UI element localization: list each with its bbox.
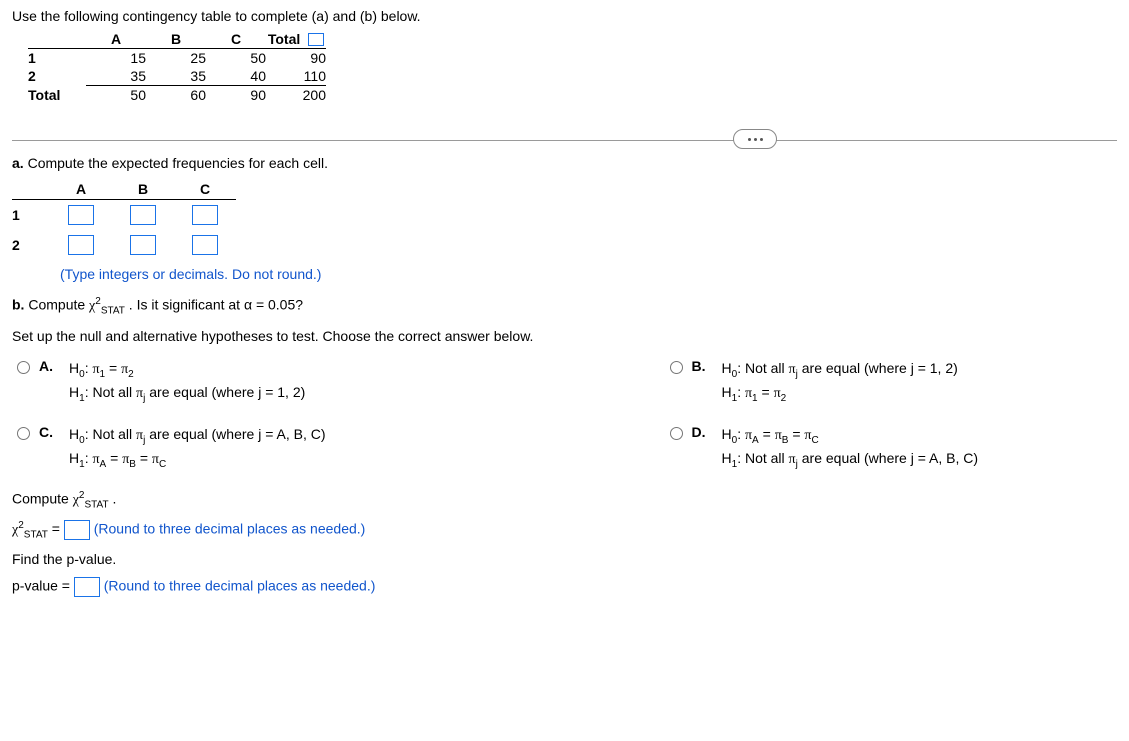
table-row: 2 35 35 40 110 (28, 67, 326, 86)
efq-input-2b[interactable] (130, 235, 156, 255)
efq-input-1c[interactable] (192, 205, 218, 225)
intro-text: Use the following contingency table to c… (12, 8, 1117, 24)
pvalue-input[interactable] (74, 577, 100, 597)
contingency-table: A B C Total 1 15 25 50 90 2 35 35 40 110… (28, 30, 326, 104)
choice-a[interactable]: A. H0: π1 = π2 H1: Not all πj are equal … (12, 358, 465, 406)
radio-a[interactable] (17, 361, 30, 374)
part-a-label: a. a. Compute the expected frequencies f… (12, 155, 1117, 171)
radio-c[interactable] (17, 427, 30, 440)
hypothesis-prompt: Set up the null and alternative hypothes… (12, 328, 1117, 344)
pvalue-line: p-value = (Round to three decimal places… (12, 577, 1117, 597)
radio-b[interactable] (670, 361, 683, 374)
compute-chi-label: Compute χ2STAT . (12, 490, 1117, 510)
efq-col-a: A (50, 179, 112, 200)
more-button[interactable] (733, 129, 777, 149)
col-header-b: B (146, 30, 206, 49)
efq-col-c: C (174, 179, 236, 200)
table-row: Total 50 60 90 200 (28, 86, 326, 105)
expected-freq-table: A B C 1 2 (12, 179, 236, 260)
part-a-hint: (Type integers or decimals. Do not round… (60, 266, 1117, 282)
choices-grid: A. H0: π1 = π2 H1: Not all πj are equal … (12, 358, 1117, 471)
efq-input-1b[interactable] (130, 205, 156, 225)
efq-row: 2 (12, 230, 236, 260)
col-header-c: C (206, 30, 266, 49)
col-header-a: A (86, 30, 146, 49)
efq-col-b: B (112, 179, 174, 200)
copy-icon[interactable] (310, 35, 324, 46)
efq-input-1a[interactable] (68, 205, 94, 225)
efq-row: 1 (12, 200, 236, 231)
part-b-label: b. Compute χ2STAT . Is it significant at… (12, 296, 1117, 316)
efq-input-2c[interactable] (192, 235, 218, 255)
find-pvalue-label: Find the p-value. (12, 551, 1117, 567)
radio-d[interactable] (670, 427, 683, 440)
choice-c[interactable]: C. H0: Not all πj are equal (where j = A… (12, 424, 465, 472)
table-corner (28, 30, 86, 49)
choice-b[interactable]: B. H0: Not all πj are equal (where j = 1… (665, 358, 1118, 406)
pvalue-round-hint: (Round to three decimal places as needed… (104, 577, 376, 593)
efq-input-2a[interactable] (68, 235, 94, 255)
choice-d[interactable]: D. H0: πA = πB = πC H1: Not all πj are e… (665, 424, 1118, 472)
chi-result-line: χ2STAT = (Round to three decimal places … (12, 520, 1117, 541)
chi-stat-input[interactable] (64, 520, 90, 540)
col-header-total: Total (266, 30, 326, 49)
divider (12, 140, 1117, 141)
chi-round-hint: (Round to three decimal places as needed… (94, 521, 366, 537)
table-row: 1 15 25 50 90 (28, 49, 326, 68)
